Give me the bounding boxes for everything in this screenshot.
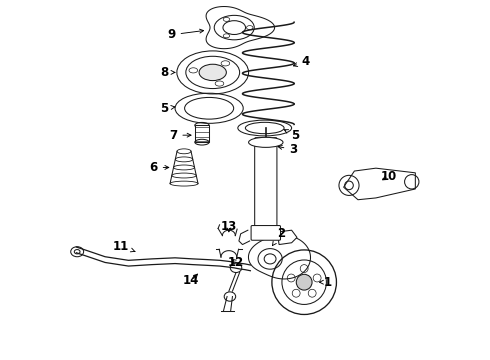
Polygon shape — [206, 6, 274, 49]
Text: 5: 5 — [160, 102, 175, 115]
Text: 5: 5 — [284, 129, 299, 142]
Text: 6: 6 — [149, 161, 169, 174]
Text: 12: 12 — [228, 256, 244, 269]
Text: 13: 13 — [220, 220, 237, 233]
Text: 1: 1 — [319, 276, 332, 289]
Text: 7: 7 — [169, 129, 191, 142]
Text: 11: 11 — [113, 240, 135, 253]
Ellipse shape — [248, 137, 283, 147]
FancyBboxPatch shape — [255, 138, 277, 228]
Text: 9: 9 — [168, 28, 203, 41]
Text: 10: 10 — [380, 170, 396, 183]
Polygon shape — [195, 125, 209, 142]
Ellipse shape — [199, 64, 226, 81]
Polygon shape — [248, 235, 311, 279]
Polygon shape — [277, 230, 297, 244]
Ellipse shape — [296, 274, 312, 290]
Text: 2: 2 — [272, 227, 285, 246]
Text: 4: 4 — [294, 55, 310, 68]
FancyBboxPatch shape — [251, 226, 280, 240]
Text: 14: 14 — [183, 274, 199, 287]
Text: 3: 3 — [278, 143, 297, 156]
Text: 8: 8 — [160, 66, 175, 79]
Polygon shape — [343, 168, 416, 200]
